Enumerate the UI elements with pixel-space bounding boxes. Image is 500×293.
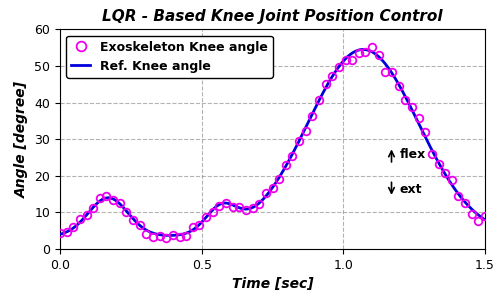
Title: LQR - Based Knee Joint Position Control: LQR - Based Knee Joint Position Control [102, 9, 443, 24]
X-axis label: Time [sec]: Time [sec] [232, 277, 314, 291]
Y-axis label: Angle [degree]: Angle [degree] [14, 81, 28, 198]
Text: flex: flex [400, 148, 426, 161]
Text: ext: ext [400, 183, 422, 196]
Legend: Exoskeleton Knee angle, Ref. Knee angle: Exoskeleton Knee angle, Ref. Knee angle [66, 35, 273, 78]
